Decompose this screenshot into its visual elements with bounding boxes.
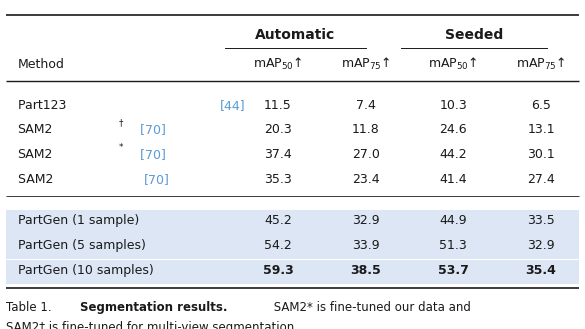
Bar (6, 260, 579, 284)
Text: 53.7: 53.7 (438, 264, 469, 277)
Text: [70]: [70] (136, 148, 166, 161)
Text: [44]: [44] (220, 99, 245, 112)
Text: 41.4: 41.4 (439, 173, 467, 186)
Text: mAP$_{50}$↑: mAP$_{50}$↑ (428, 56, 479, 72)
Text: Seeded: Seeded (445, 28, 503, 41)
Text: 35.4: 35.4 (526, 264, 556, 277)
Text: SAM2* is fine-tuned our data and: SAM2* is fine-tuned our data and (270, 301, 471, 314)
Text: PartGen (5 samples): PartGen (5 samples) (18, 239, 146, 252)
Text: Automatic: Automatic (255, 28, 336, 41)
Text: Table 1.: Table 1. (6, 301, 63, 314)
Text: PartGen (1 sample): PartGen (1 sample) (18, 214, 139, 227)
Text: 33.9: 33.9 (352, 239, 380, 252)
Text: 11.8: 11.8 (352, 123, 380, 137)
Text: 27.4: 27.4 (527, 173, 555, 186)
Text: SAM2† is fine-tuned for multi-view segmentation.: SAM2† is fine-tuned for multi-view segme… (6, 321, 298, 329)
Text: 11.5: 11.5 (264, 99, 292, 112)
Text: 38.5: 38.5 (350, 264, 381, 277)
Text: SAM2: SAM2 (18, 148, 53, 161)
Text: 30.1: 30.1 (527, 148, 555, 161)
Text: 32.9: 32.9 (352, 214, 380, 227)
Text: mAP$_{75}$↑: mAP$_{75}$↑ (340, 56, 391, 72)
Text: 20.3: 20.3 (264, 123, 292, 137)
Text: 24.6: 24.6 (439, 123, 467, 137)
Text: 44.9: 44.9 (439, 214, 467, 227)
Text: [70]: [70] (144, 173, 170, 186)
Text: 54.2: 54.2 (264, 239, 292, 252)
Text: SAM2: SAM2 (18, 173, 57, 186)
Text: 59.3: 59.3 (263, 264, 293, 277)
Text: 7.4: 7.4 (356, 99, 376, 112)
Text: mAP$_{75}$↑: mAP$_{75}$↑ (516, 56, 566, 72)
Text: 10.3: 10.3 (439, 99, 467, 112)
Text: 35.3: 35.3 (264, 173, 292, 186)
Text: 37.4: 37.4 (264, 148, 292, 161)
Text: 32.9: 32.9 (527, 239, 555, 252)
Text: 6.5: 6.5 (531, 99, 551, 112)
Text: *: * (119, 143, 123, 152)
Text: 13.1: 13.1 (527, 123, 555, 137)
Text: Method: Method (18, 58, 64, 71)
Text: 27.0: 27.0 (352, 148, 380, 161)
Text: †: † (119, 118, 123, 127)
Text: 33.5: 33.5 (527, 214, 555, 227)
Text: 23.4: 23.4 (352, 173, 380, 186)
Text: SAM2: SAM2 (18, 123, 53, 137)
Text: 44.2: 44.2 (439, 148, 467, 161)
Text: [70]: [70] (136, 123, 166, 137)
Text: Segmentation results.: Segmentation results. (80, 301, 228, 314)
Text: mAP$_{50}$↑: mAP$_{50}$↑ (253, 56, 303, 72)
Text: 51.3: 51.3 (439, 239, 467, 252)
Text: Part123: Part123 (18, 99, 70, 112)
Bar (6, 210, 579, 234)
Text: 45.2: 45.2 (264, 214, 292, 227)
Bar (6, 234, 579, 259)
Text: PartGen (10 samples): PartGen (10 samples) (18, 264, 153, 277)
